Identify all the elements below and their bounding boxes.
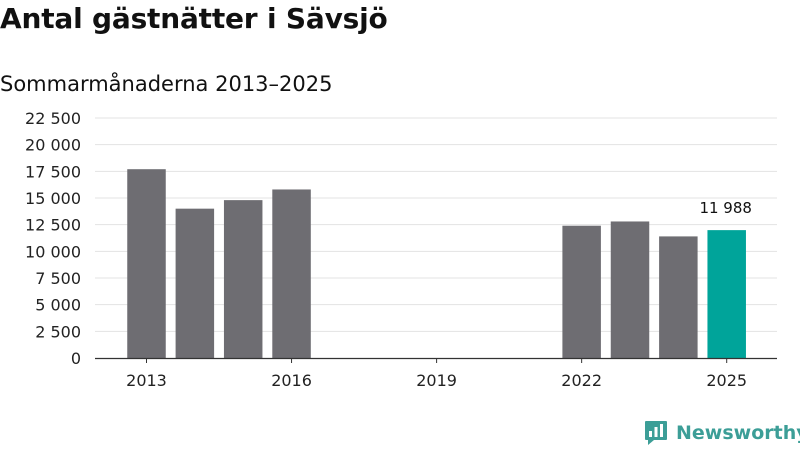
y-tick-label: 17 500 xyxy=(25,162,81,181)
bars xyxy=(127,169,746,358)
brand-name: Newsworthy xyxy=(676,422,800,444)
data-labels: 11 988 xyxy=(699,199,752,217)
bar-2023 xyxy=(610,221,650,358)
bar-2014 xyxy=(175,208,215,358)
chart-subtitle: Sommarmånaderna 2013–2025 xyxy=(0,72,333,96)
bar-2022 xyxy=(562,225,601,358)
y-tick-label: 7 500 xyxy=(35,269,81,288)
bar-2025 xyxy=(707,230,746,358)
y-tick-label: 12 500 xyxy=(25,216,81,235)
x-tick-label: 2019 xyxy=(416,371,457,390)
x-tick-label: 2022 xyxy=(561,371,602,390)
y-tick-label: 10 000 xyxy=(25,242,81,261)
y-axis-tick-labels: 0 2 500 5 000 7 500 10 000 12 500 15 000 17 500… xyxy=(25,109,81,368)
y-tick-label: 15 000 xyxy=(25,189,81,208)
newsworthy-logo-icon xyxy=(645,421,667,445)
bar-2024 xyxy=(659,236,698,358)
y-tick-label: 22 500 xyxy=(25,109,81,128)
x-tick-label: 2016 xyxy=(271,371,312,390)
y-tick-label: 2 500 xyxy=(35,322,81,341)
bar-2016 xyxy=(272,189,311,358)
x-tick-label: 2025 xyxy=(706,371,747,390)
x-tick-label: 2013 xyxy=(126,371,167,390)
x-axis xyxy=(95,357,777,363)
chart-title: Antal gästnätter i Sävsjö xyxy=(0,2,388,35)
y-tick-label: 0 xyxy=(71,349,81,368)
newsworthy-logo: Newsworthy xyxy=(644,420,800,446)
bar-2013 xyxy=(127,169,166,358)
bar-2015 xyxy=(223,200,263,358)
y-tick-label: 20 000 xyxy=(25,136,81,155)
x-axis-tick-labels: 2013 2016 2019 2022 2025 xyxy=(126,371,747,390)
y-tick-label: 5 000 xyxy=(35,296,81,315)
data-label: 11 988 xyxy=(699,199,752,217)
